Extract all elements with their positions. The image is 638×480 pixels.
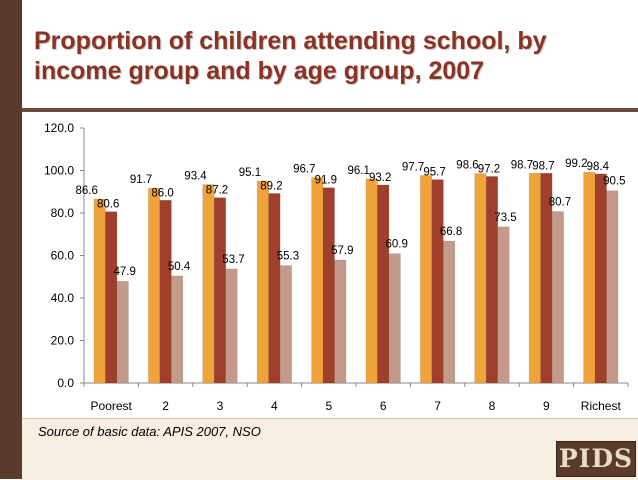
y-tick-label: 120.0 bbox=[44, 121, 74, 135]
data-label: 86.0 bbox=[151, 187, 173, 199]
data-label: 53.7 bbox=[222, 254, 244, 266]
data-label: 96.1 bbox=[348, 165, 370, 177]
bar bbox=[311, 177, 324, 384]
x-tick-label: 7 bbox=[434, 399, 441, 413]
data-label: 91.9 bbox=[315, 175, 337, 187]
bar bbox=[486, 176, 498, 384]
data-label: 47.9 bbox=[114, 266, 136, 278]
bar bbox=[148, 187, 161, 384]
source-note: Source of basic data: APIS 2007, NSO bbox=[38, 424, 261, 439]
bar bbox=[171, 275, 184, 384]
data-label: 97.2 bbox=[478, 163, 500, 175]
footer-band bbox=[22, 418, 638, 480]
bar bbox=[225, 268, 238, 384]
x-tick-label: Richest bbox=[581, 399, 622, 413]
bar bbox=[420, 175, 433, 384]
bar bbox=[93, 198, 106, 384]
y-tick-label: 40.0 bbox=[51, 291, 75, 305]
bar bbox=[268, 193, 281, 384]
x-tick-label: 2 bbox=[162, 399, 169, 413]
bar bbox=[443, 240, 456, 384]
data-label: 97.7 bbox=[402, 161, 424, 173]
bar bbox=[594, 173, 607, 384]
data-label: 86.6 bbox=[76, 185, 98, 197]
data-label: 98.7 bbox=[532, 160, 554, 172]
data-label: 57.9 bbox=[331, 245, 353, 257]
bar bbox=[279, 265, 292, 384]
logo-text: PIDS bbox=[558, 444, 634, 473]
data-label: 93.2 bbox=[369, 172, 391, 184]
bar bbox=[528, 173, 541, 384]
x-tick-label: 6 bbox=[380, 399, 387, 413]
data-label: 90.5 bbox=[603, 176, 625, 188]
bar-chart: 0.0 20.0 40.0 60.0 80.0 100.0 120.0 Poorest 2 3 4 5… bbox=[44, 121, 629, 413]
bar bbox=[551, 211, 564, 384]
data-label: 66.8 bbox=[440, 226, 462, 238]
data-label: 95.7 bbox=[423, 167, 445, 179]
data-label: 98.4 bbox=[587, 161, 610, 173]
y-tick-label: 100.0 bbox=[44, 164, 74, 178]
page-title: Proportion of children attending school,… bbox=[34, 27, 547, 85]
title-divider bbox=[22, 108, 638, 112]
y-tick-label: 20.0 bbox=[51, 334, 75, 348]
data-label: 80.7 bbox=[549, 197, 571, 209]
bar bbox=[474, 173, 487, 384]
left-accent-bar bbox=[0, 0, 22, 479]
bar bbox=[388, 253, 401, 384]
data-label: 55.3 bbox=[277, 250, 299, 262]
data-label: 96.7 bbox=[293, 164, 315, 176]
x-tick-label: 9 bbox=[543, 399, 550, 413]
bar bbox=[365, 178, 378, 384]
data-label: 98.7 bbox=[511, 159, 533, 171]
bar bbox=[116, 280, 129, 384]
bar bbox=[202, 184, 215, 384]
data-label: 98.6 bbox=[456, 159, 478, 171]
data-label: 50.4 bbox=[168, 261, 191, 273]
x-tick-label: 3 bbox=[217, 399, 224, 413]
x-tick-label: 5 bbox=[325, 399, 332, 413]
x-tick-label: 8 bbox=[489, 399, 496, 413]
data-label: 60.9 bbox=[386, 239, 408, 251]
bar bbox=[214, 197, 226, 384]
bar bbox=[105, 211, 118, 384]
data-label: 80.6 bbox=[97, 199, 119, 211]
bar bbox=[334, 259, 347, 384]
data-label: 73.5 bbox=[494, 212, 516, 224]
data-label: 91.7 bbox=[130, 174, 152, 186]
y-tick-label: 0.0 bbox=[57, 376, 74, 390]
bar bbox=[606, 190, 619, 384]
bar bbox=[256, 180, 269, 384]
data-label: 87.2 bbox=[206, 185, 228, 197]
bar bbox=[322, 187, 335, 384]
x-tick-label: Poorest bbox=[91, 399, 133, 413]
pids-logo: PIDS bbox=[556, 441, 636, 477]
bar bbox=[431, 179, 444, 384]
bar bbox=[159, 200, 172, 384]
data-label: 95.1 bbox=[239, 167, 261, 179]
data-label: 93.4 bbox=[184, 171, 207, 183]
bar bbox=[497, 226, 510, 384]
bar bbox=[583, 171, 596, 384]
x-tick-label: 4 bbox=[271, 399, 278, 413]
y-tick-label: 80.0 bbox=[51, 206, 75, 220]
y-tick-label: 60.0 bbox=[51, 249, 75, 263]
data-label: 89.2 bbox=[260, 180, 282, 192]
bar bbox=[377, 184, 390, 384]
data-label: 99.2 bbox=[565, 158, 587, 170]
